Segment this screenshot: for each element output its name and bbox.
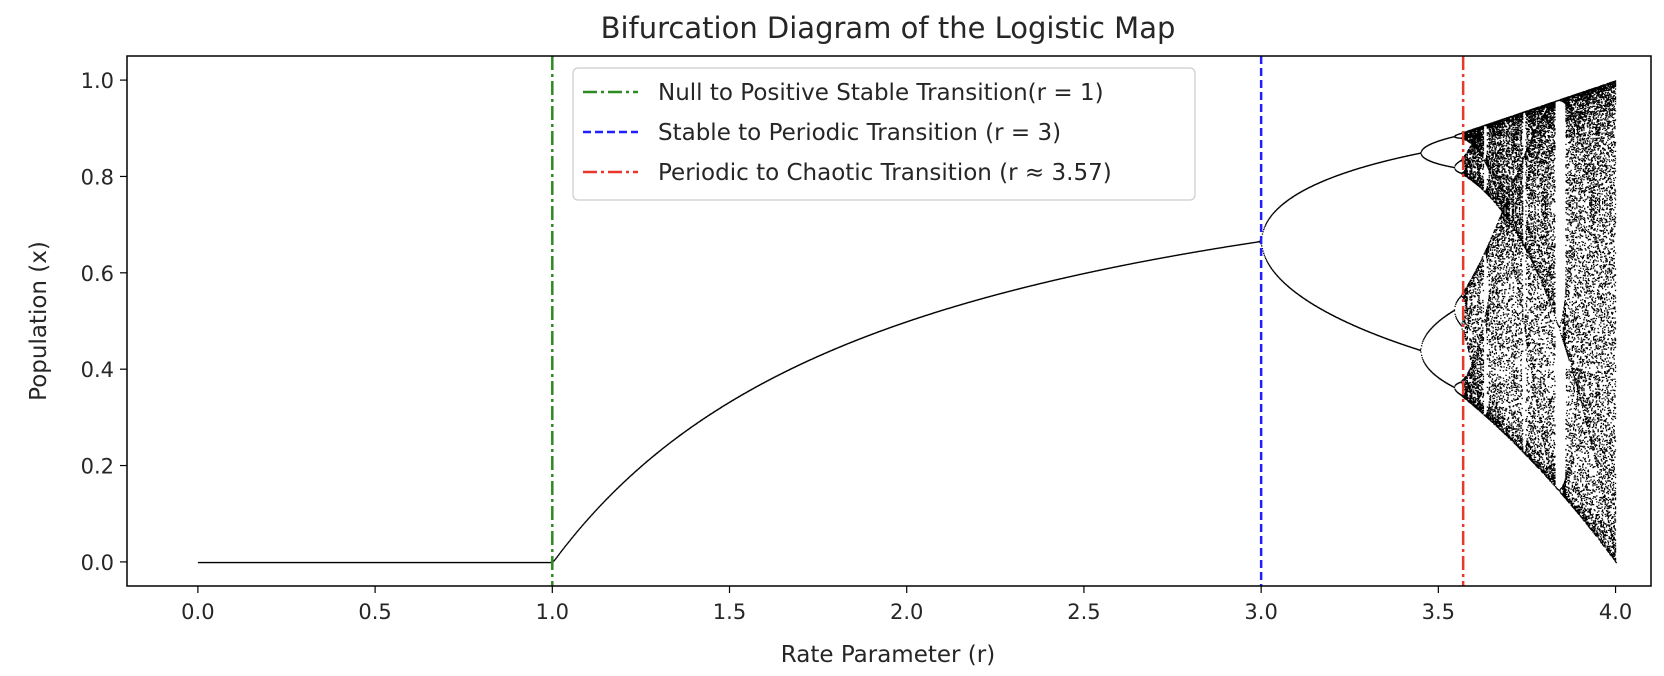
- y-tick-label: 0.4: [81, 358, 114, 382]
- scatter-points: [197, 80, 1617, 564]
- legend-box: [572, 67, 1196, 201]
- x-axis-label: Rate Parameter (r): [781, 642, 995, 668]
- x-tick-label: 2.5: [1067, 600, 1100, 624]
- x-tick-label: 0.0: [181, 600, 214, 624]
- x-tick-label: 1.0: [536, 600, 569, 624]
- y-tick-label: 0.8: [81, 165, 114, 189]
- legend-label-1: Null to Positive Stable Transition(r = 1…: [658, 80, 1104, 106]
- legend-label-2: Stable to Periodic Transition (r = 3): [658, 120, 1061, 146]
- x-tick-label: 0.5: [358, 600, 391, 624]
- y-tick-label: 0.6: [81, 262, 114, 286]
- attractor-points: [197, 80, 1617, 564]
- x-axis-ticks: 0.0 0.5 1.0 1.5 2.0 2.5 3.0 3.5 4.0: [181, 586, 1632, 624]
- y-axis-label: Population (x): [26, 241, 52, 401]
- y-tick-label: 0.0: [81, 551, 114, 575]
- x-tick-label: 2.0: [890, 600, 923, 624]
- y-tick-label: 1.0: [81, 69, 114, 93]
- transition-lines: [551, 56, 1465, 586]
- legend-label-3: Periodic to Chaotic Transition (r ≈ 3.57…: [658, 160, 1112, 186]
- x-tick-label: 4.0: [1599, 600, 1632, 624]
- x-tick-label: 1.5: [713, 600, 746, 624]
- y-tick-label: 0.2: [81, 455, 114, 479]
- plot-frame: [126, 55, 1652, 587]
- legend: Null to Positive Stable Transition(r = 1…: [572, 67, 1196, 201]
- y-axis-ticks: 0.0 0.2 0.4 0.6 0.8 1.0: [81, 69, 127, 575]
- x-tick-label: 3.5: [1422, 600, 1455, 624]
- x-tick-label: 3.0: [1244, 600, 1277, 624]
- chart-title: Bifurcation Diagram of the Logistic Map: [601, 11, 1176, 45]
